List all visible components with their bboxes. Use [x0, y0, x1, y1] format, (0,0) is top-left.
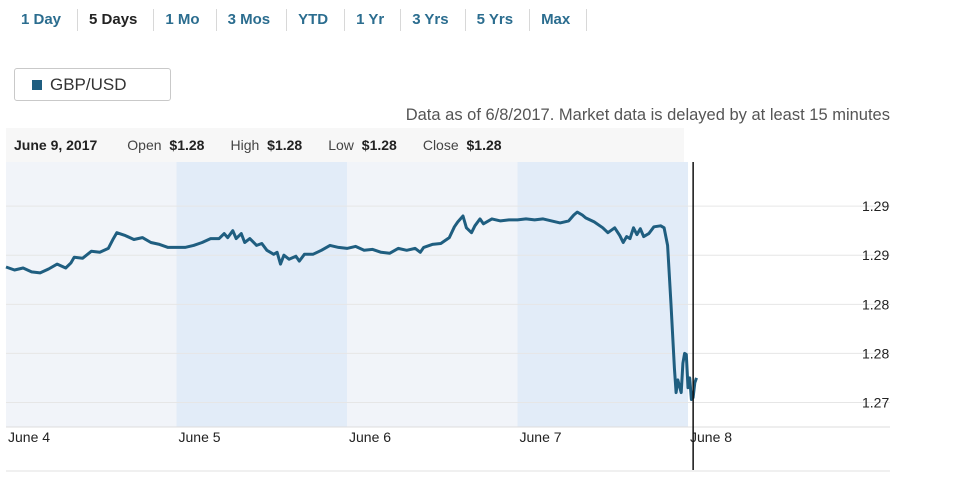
- series-legend[interactable]: GBP/USD: [14, 68, 171, 101]
- range-tab-1-day[interactable]: 1 Day: [10, 9, 79, 31]
- range-tab-3-months[interactable]: 3 Mos: [217, 9, 288, 31]
- data-delay-note: Data as of 6/8/2017. Market data is dela…: [405, 106, 890, 124]
- open-value: $1.28: [169, 137, 205, 153]
- range-tab-1-year[interactable]: 1 Yr: [345, 9, 402, 31]
- low-value: $1.28: [361, 137, 397, 153]
- legend-swatch: [32, 79, 42, 90]
- day-band-3: [517, 162, 689, 427]
- open-stat: Open $1.28: [127, 137, 204, 153]
- series-line-gbp-usd: [5, 210, 698, 401]
- legend-label: GBP/USD: [50, 74, 127, 94]
- range-tab-1-month[interactable]: 1 Mo: [154, 9, 217, 31]
- range-tab-3-years[interactable]: 3 Yrs: [401, 9, 466, 31]
- day-band-0: [6, 162, 177, 427]
- close-label: Close: [422, 137, 459, 153]
- x-tick-label: June 4: [8, 429, 50, 445]
- y-tick-label: 1.29: [862, 198, 889, 214]
- open-label: Open: [127, 137, 162, 153]
- high-value: $1.28: [267, 137, 303, 153]
- y-tick-label: 1.27: [862, 394, 889, 410]
- x-tick-label: June 5: [179, 429, 221, 445]
- close-value: $1.28: [466, 137, 502, 153]
- x-tick-label: June 6: [349, 429, 391, 445]
- summary-date: June 9, 2017: [14, 137, 98, 153]
- y-tick-label: 1.28: [862, 296, 889, 312]
- high-stat: High $1.28: [230, 137, 302, 153]
- y-tick-label: 1.29: [862, 247, 889, 263]
- range-tab-5-years[interactable]: 5 Yrs: [466, 9, 531, 31]
- low-stat: Low $1.28: [328, 137, 397, 153]
- x-tick-label: June 8: [690, 429, 732, 445]
- range-tab-max[interactable]: Max: [530, 9, 588, 31]
- close-stat: Close $1.28: [423, 137, 502, 153]
- day-band-1: [176, 162, 348, 427]
- range-tab-5-days[interactable]: 5 Days: [78, 9, 155, 31]
- y-tick-label: 1.28: [862, 345, 889, 361]
- x-tick-label: June 7: [520, 429, 562, 445]
- high-label: High: [230, 137, 260, 153]
- range-tab-ytd[interactable]: YTD: [287, 9, 346, 31]
- day-band-2: [347, 162, 518, 427]
- low-label: Low: [328, 137, 354, 153]
- time-range-tabs: 1 Day 5 Days 1 Mo 3 Mos YTD 1 Yr 3 Yrs 5…: [10, 8, 588, 32]
- price-summary-bar: June 9, 2017 Open $1.28 High $1.28 Low $…: [6, 128, 684, 162]
